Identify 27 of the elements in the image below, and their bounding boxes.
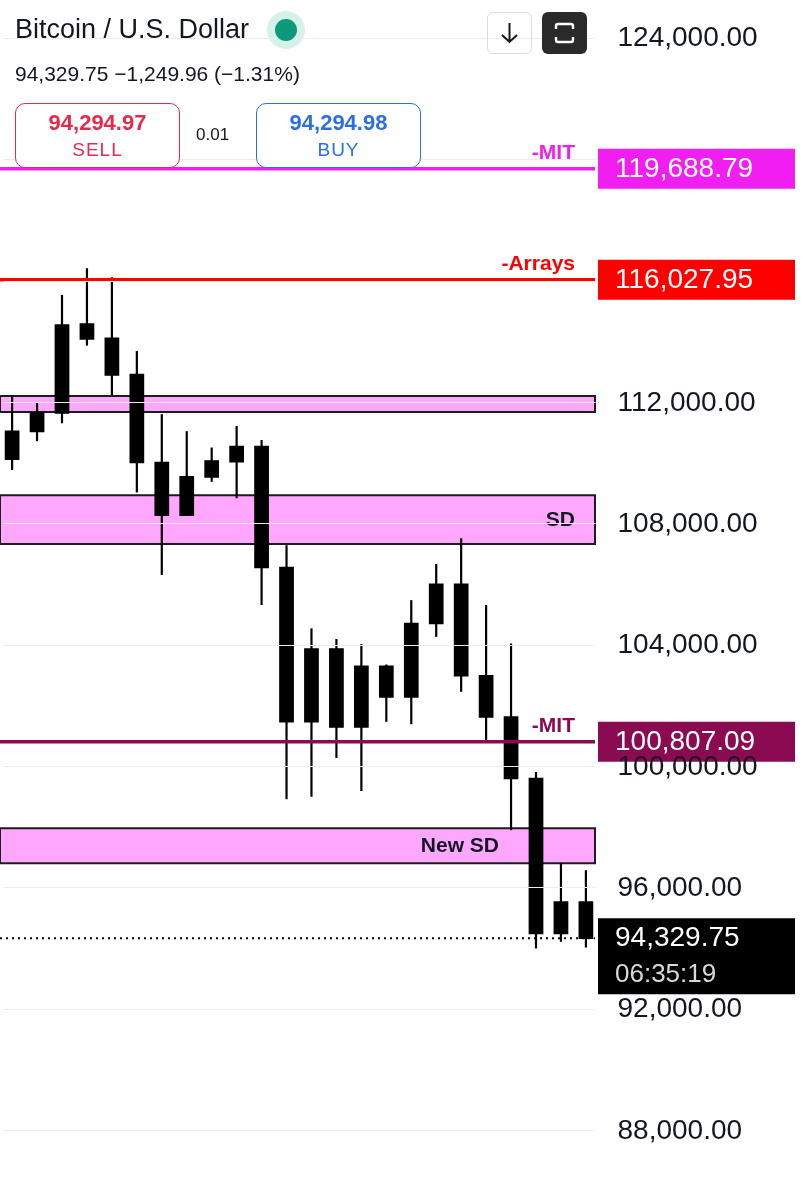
annotation: 94,294.98 [288,110,389,136]
candlestick [79,267,95,347]
y-tick-label: 124,000.00 [617,21,758,53]
candlestick [229,424,244,500]
text: 94,329.75 −1,249.96 (−1.31%) [15,62,300,86]
text: 116,027.95 [615,262,754,294]
ref-line-label: -MIT [531,139,576,163]
y-tick-label: 112,000.00 [617,385,756,417]
text: 94,329.75 [615,921,740,953]
y-tick-label: 104,000.00 [617,628,758,660]
ref-line-label: -Arrays [501,250,575,274]
y-tick-label: 88,000.00 [617,1113,743,1145]
annotation: 0.01 [196,125,230,145]
y-tick-label: 92,000.00 [617,992,743,1024]
y-tick-label: 108,000.00 [617,506,758,538]
text: Bitcoin / U.S. Dollar [15,14,250,45]
band-label: New SD [420,832,499,856]
candlestick [204,446,220,483]
annotation: BUY [316,139,361,161]
annotation: 94,294.97 [47,110,148,136]
text: 119,688.79 [615,151,754,183]
ref-line-label: -MIT [531,712,576,736]
candlestick [29,401,45,443]
text: 100,807.09 [615,724,756,756]
text: 06:35:19 [615,958,717,989]
y-tick-label: 96,000.00 [617,870,743,902]
annotation: SELL [71,139,124,161]
